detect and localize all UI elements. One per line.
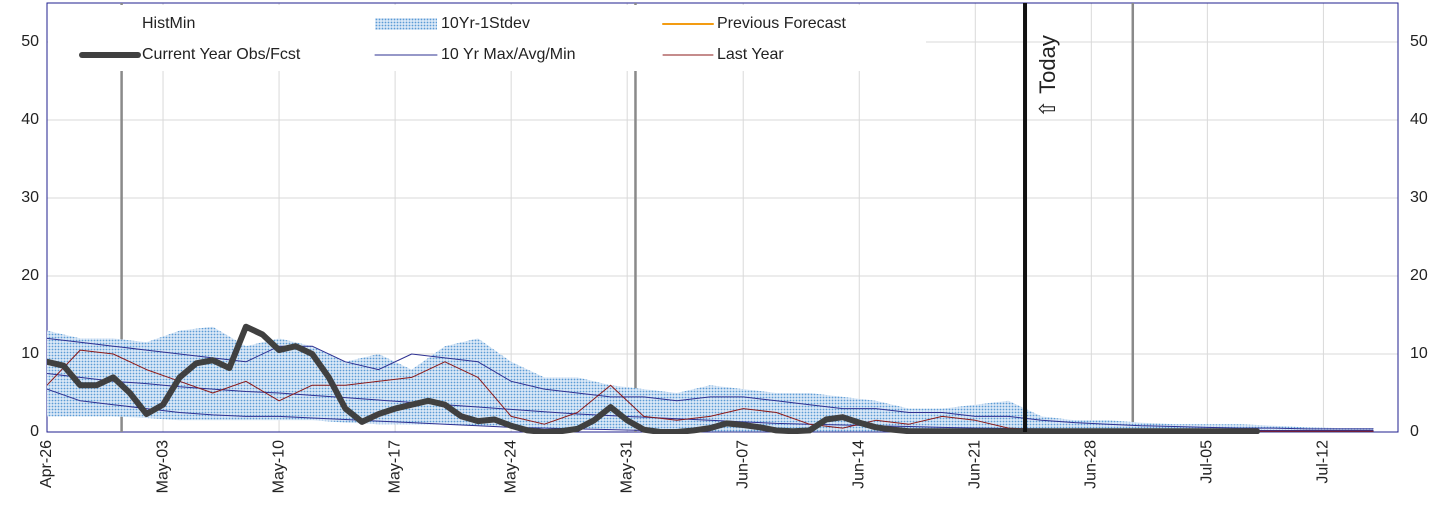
legend-label: HistMin (142, 15, 195, 32)
y2-tick-label: 40 (1410, 111, 1428, 128)
y-tick-label: 50 (21, 33, 39, 50)
y-tick-label: 10 (21, 345, 39, 362)
y-tick-label: 30 (21, 189, 39, 206)
y2-tick-label: 30 (1410, 189, 1428, 206)
x-tick-label: May-24 (502, 440, 519, 493)
x-tick-label: May-17 (386, 440, 403, 493)
legend-label: 10 Yr Max/Avg/Min (441, 46, 576, 63)
y-tick-label: 0 (30, 423, 39, 440)
x-tick-label: Jul-12 (1315, 440, 1332, 484)
y2-tick-label: 20 (1410, 267, 1428, 284)
legend-label: Last Year (717, 46, 784, 63)
y2-tick-label: 0 (1410, 423, 1419, 440)
y-tick-label: 40 (21, 111, 39, 128)
x-tick-label: May-31 (618, 440, 635, 493)
legend-label: Current Year Obs/Fcst (142, 46, 301, 63)
y2-tick-label: 50 (1410, 33, 1428, 50)
x-tick-label: May-03 (154, 440, 171, 493)
line-max (47, 337, 1374, 430)
x-tick-label: Jun-21 (967, 440, 984, 489)
y-tick-label: 20 (21, 267, 39, 284)
stdev-band (47, 326, 1374, 432)
x-tick-label: Jun-07 (734, 440, 751, 489)
x-tick-label: Apr-26 (38, 440, 55, 488)
x-tick-label: Jun-28 (1083, 440, 1100, 489)
today-label: ⇧ Today (1035, 35, 1060, 118)
legend-swatch (375, 18, 437, 30)
legend-label: Previous Forecast (717, 15, 846, 32)
x-tick-label: Jun-14 (850, 440, 867, 489)
x-tick-label: May-10 (270, 440, 287, 493)
legend-label: 10Yr-1Stdev (441, 15, 530, 32)
legend-box (48, 5, 926, 71)
y2-tick-label: 10 (1410, 345, 1428, 362)
x-tick-label: Jul-05 (1199, 440, 1216, 484)
series-line (47, 323, 1261, 434)
